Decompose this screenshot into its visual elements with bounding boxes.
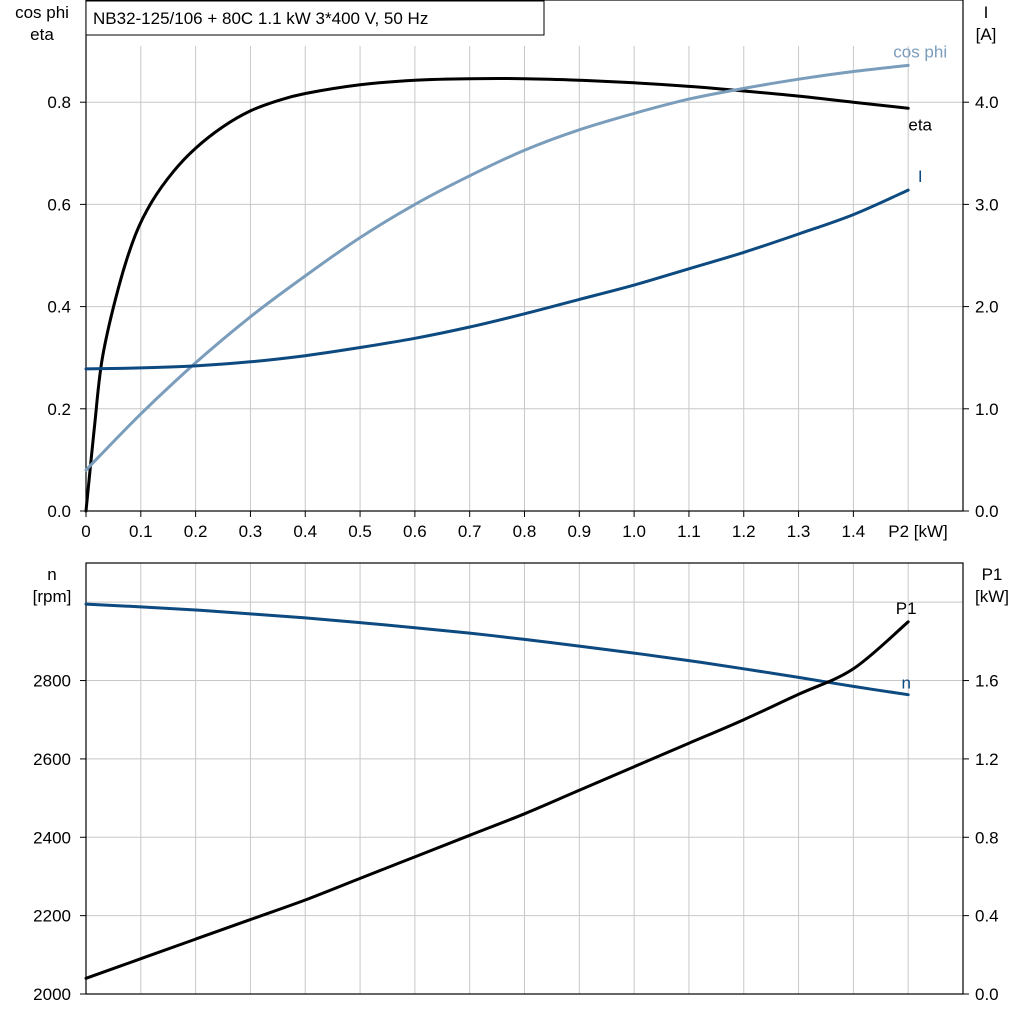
right-y-tick-label: 0.0 [975, 985, 999, 1004]
right-y-tick-label: 2.0 [975, 298, 999, 317]
series-line-n [84, 602, 910, 697]
x-tick-label: 0.1 [129, 522, 153, 541]
left-y-tick-label: 0.2 [47, 400, 71, 419]
right-axis-title: I [984, 3, 989, 22]
left-axis-title: cos phi [15, 3, 69, 22]
plot-frame [85, 562, 964, 995]
left-axis-title: eta [30, 25, 54, 44]
left-axis-title: [rpm] [33, 587, 72, 606]
left-axis-title: n [47, 565, 56, 584]
series-label-cos-phi: cos phi [893, 42, 947, 61]
x-tick-label: 0.3 [239, 522, 263, 541]
x-axis-title: P2 [kW] [888, 522, 948, 541]
x-tick-label: 0.6 [403, 522, 427, 541]
x-tick-label: 0.9 [567, 522, 591, 541]
title-box [85, 0, 545, 36]
right-axis-title: P1 [982, 565, 1003, 584]
left-y-tick-label: 0.0 [47, 502, 71, 521]
left-y-tick-label: 2800 [33, 672, 71, 691]
series-label-n: n [901, 674, 910, 693]
right-y-tick-label: 1.2 [975, 750, 999, 769]
left-y-tick-label: 0.6 [47, 195, 71, 214]
right-axis-title: [A] [976, 25, 997, 44]
series-label-eta: eta [908, 115, 932, 134]
x-tick-label: 1.0 [622, 522, 646, 541]
left-y-tick-label: 0.4 [47, 298, 71, 317]
x-tick-label: 0.7 [458, 522, 482, 541]
series-label-i: I [918, 167, 923, 186]
right-y-tick-label: 1.0 [975, 400, 999, 419]
x-tick-label: 0.8 [513, 522, 537, 541]
series-line-eta [84, 76, 910, 513]
left-y-tick-label: 2200 [33, 907, 71, 926]
left-y-tick-label: 2400 [33, 828, 71, 847]
right-axis-title: [kW] [975, 587, 1009, 606]
right-y-tick-label: 0.8 [975, 828, 999, 847]
series-line-cos-phi [84, 63, 910, 472]
left-y-tick-label: 2000 [33, 985, 71, 1004]
right-y-tick-label: 3.0 [975, 195, 999, 214]
chart-panel-1: 0.0 0.2 0.4 0.6 0.8 0.0 1.0 2.0 3.0 4.0 cos phi eta… [15, 0, 999, 541]
x-tick-label: 0.2 [184, 522, 208, 541]
chart-title: NB32-125/106 + 80C 1.1 kW 3*400 V, 50 Hz [93, 9, 428, 28]
right-y-tick-label: 1.6 [975, 672, 999, 691]
x-tick-label: 1.1 [677, 522, 701, 541]
left-y-tick-label: 0.8 [47, 93, 71, 112]
chart-panel-2: 2000 2200 2400 2600 2800 0.0 0.4 0.8 1.2 1.6 n [rpm… [33, 562, 1009, 1004]
x-tick-label: 1.4 [842, 522, 866, 541]
x-tick-label: 0 [81, 522, 90, 541]
right-y-tick-label: 0.0 [975, 502, 999, 521]
x-tick-label: 0.5 [348, 522, 372, 541]
right-y-tick-label: 0.4 [975, 907, 999, 926]
series-line-p1 [84, 620, 910, 980]
series-line-i [84, 188, 910, 371]
x-tick-label: 1.2 [732, 522, 756, 541]
left-y-tick-label: 2600 [33, 750, 71, 769]
right-y-tick-label: 4.0 [975, 93, 999, 112]
x-tick-label: 1.3 [787, 522, 811, 541]
series-label-p1: P1 [896, 599, 917, 618]
x-tick-label: 0.4 [293, 522, 317, 541]
